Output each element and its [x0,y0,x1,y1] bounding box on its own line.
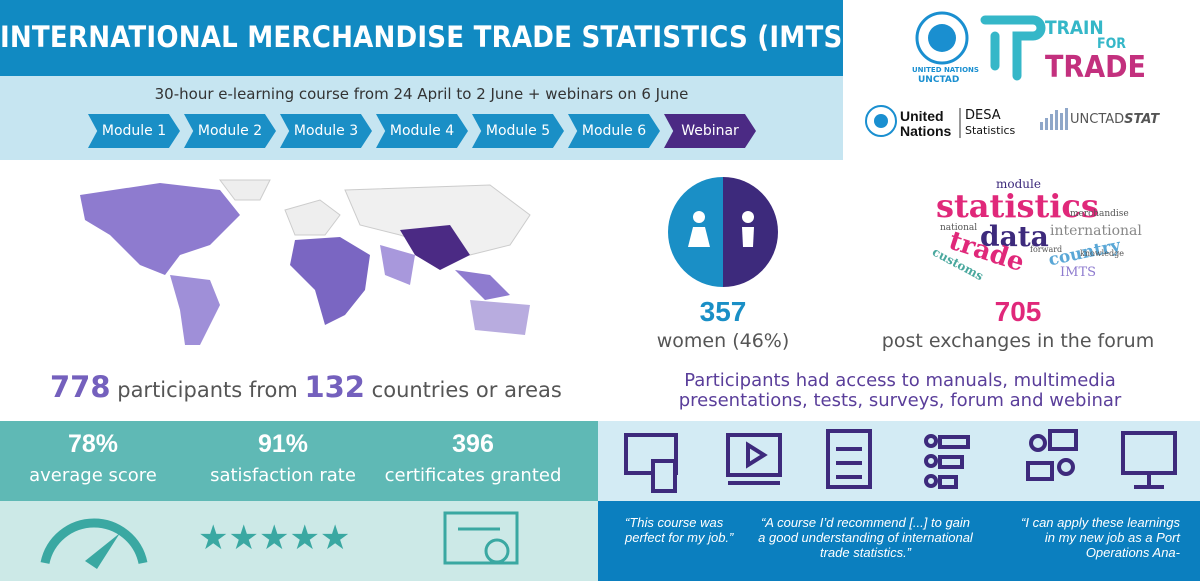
module-chevron: Module 2 [184,114,276,148]
word-cloud: statistics data trade country internatio… [930,175,1150,290]
desa-1: United [900,108,944,124]
stats-bar [0,421,598,501]
access-text: Participants had access to manuals, mult… [678,370,1122,411]
women-count: 357 [699,296,747,327]
stat-icons: ★★★★★ [40,511,519,569]
desa-4: Statistics [965,124,1016,137]
quotes-bar [598,501,1200,581]
module-chevron: Webinar [664,114,756,148]
logos [865,11,1068,138]
participants-count: 778 [50,370,111,404]
word: international [1050,223,1142,239]
forum-count: 705 [994,296,1042,327]
word: national [940,223,978,233]
quote: “I can apply these learnings in my new j… [1021,515,1180,560]
women-label: women (46%) [656,330,790,352]
title: INTERNATIONAL MERCHANDISE TRADE STATISTI… [0,20,938,54]
module-chevron: Module 5 [472,114,564,148]
participants-text2: countries or areas [371,378,562,402]
countries-count: 132 [304,370,365,404]
tools-bar [598,421,1200,501]
gender-pie [668,177,778,287]
module-chevron: Module 1 [88,114,180,148]
subtitle: 30-hour e-learning course from 24 April … [154,85,689,103]
word: knowledge [1080,249,1124,258]
module-chevron: Module 4 [376,114,468,148]
quote: “A course I’d recommend [...] to gain a … [758,515,973,560]
word: IMTS [1060,265,1097,280]
quote: “This course was perfect for my job.” [625,515,734,545]
desa-2: Nations [900,123,952,139]
stat-value: 91% [257,430,309,458]
svg-text:★★★★★: ★★★★★ [198,518,350,558]
word: module [996,177,1041,191]
desa-3: DESA [965,108,1001,123]
word: data [980,220,1049,253]
tft-for: FOR [1097,36,1127,52]
tool-icons [624,429,1177,493]
stat-label: average score [29,465,157,486]
word: forward [1030,245,1063,254]
stat-label: certificates granted [384,465,562,486]
stat-label: satisfaction rate [210,465,356,486]
header-bar [0,0,843,76]
module-chevron: Module 6 [568,114,660,148]
stat-value: 396 [452,430,494,458]
un-label: UNITED NATIONS [912,66,979,74]
unctad-label: UNCTAD [918,75,960,85]
world-map [80,179,531,345]
word: statistics [936,187,1099,225]
module-chevron: Module 3 [280,114,372,148]
stat-value: 78% [67,430,119,458]
tft-trade: TRADE [1045,50,1146,85]
stat-stat: STAT [1124,112,1160,127]
participants-line: 778 participants from 132 countries or a… [50,370,562,404]
participants-text1: participants from [117,378,298,402]
forum-label: post exchanges in the forum [881,330,1155,352]
stat-1: UNCTADSTAT [1070,112,1159,127]
tft-train: TRAIN [1045,17,1104,39]
stat-unctad: UNCTAD [1070,112,1125,127]
word: merchandise [1070,209,1129,219]
